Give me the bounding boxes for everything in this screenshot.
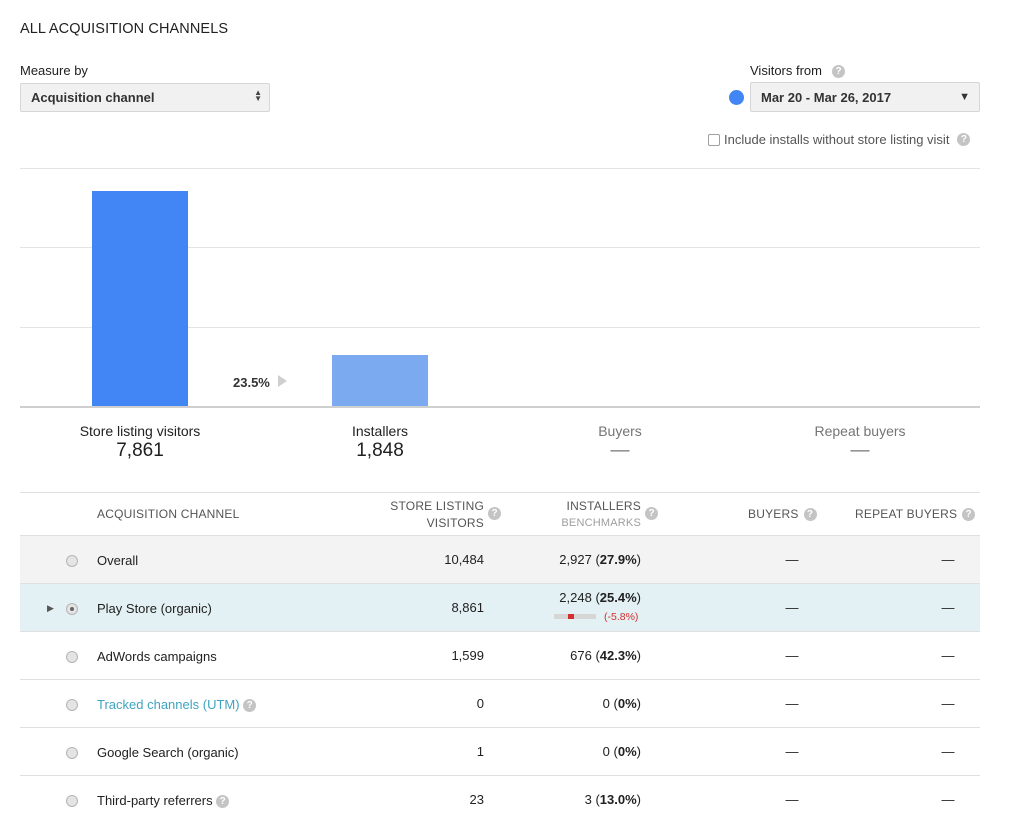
metric-store-listing-visitors: Store listing visitors 7,861 xyxy=(40,423,240,462)
help-icon[interactable]: ? xyxy=(216,795,230,809)
repeat-buyers-value: — xyxy=(941,792,955,807)
channel-cell: Tracked channels (UTM) ? xyxy=(97,697,257,713)
metric-installers: Installers 1,848 xyxy=(280,423,480,462)
table-row-overall[interactable]: Overall 10,484 2,927 (27.9%) — — xyxy=(20,535,980,583)
expand-arrow-icon[interactable]: ▶ xyxy=(47,603,54,613)
visitors-value: 8,861 xyxy=(451,600,484,615)
column-header-installers: INSTALLERS BENCHMARKS xyxy=(541,498,641,532)
dropdown-caret-icon: ▼ xyxy=(959,91,970,103)
visitors-value: 10,484 xyxy=(444,552,484,567)
chart-gridline xyxy=(20,327,980,328)
conversion-arrow-icon xyxy=(278,375,287,387)
channel-name: Third-party referrers xyxy=(97,793,213,808)
row-radio[interactable] xyxy=(66,603,78,615)
measure-by-value: Acquisition channel xyxy=(31,90,155,105)
table-row-third-party[interactable]: Third-party referrers ? 23 3 (13.0%) — — xyxy=(20,775,980,823)
table-row-google-search[interactable]: Google Search (organic) 1 0 (0%) — — xyxy=(20,727,980,775)
channel-name: Play Store (organic) xyxy=(97,601,212,616)
buyers-value: — xyxy=(785,600,799,615)
benchmark-range-bar xyxy=(554,614,596,619)
metric-value: — xyxy=(850,440,870,461)
channel-link[interactable]: AdWords campaigns xyxy=(97,649,217,664)
benchmark-marker xyxy=(568,614,574,619)
installers-value: 3 (13.0%) xyxy=(584,792,641,807)
repeat-buyers-value: — xyxy=(941,552,955,567)
metric-value: — xyxy=(610,440,630,461)
channel-link[interactable]: Tracked channels (UTM) xyxy=(97,697,240,712)
visitors-value: 1,599 xyxy=(451,648,484,663)
buyers-value: — xyxy=(785,648,799,663)
repeat-buyers-value: — xyxy=(941,744,955,759)
help-icon[interactable]: ? xyxy=(832,65,845,79)
conversion-rate-label: 23.5% xyxy=(233,375,270,390)
include-installs-option[interactable]: Include installs without store listing v… xyxy=(708,132,971,147)
help-icon[interactable]: ? xyxy=(962,508,976,522)
metric-label: Store listing visitors xyxy=(79,423,201,439)
bar-installers[interactable] xyxy=(332,355,428,406)
installers-value: 0 (0%) xyxy=(602,696,641,711)
table-row-adwords[interactable]: AdWords campaigns 1,599 676 (42.3%) — — xyxy=(20,631,980,679)
metric-label: Repeat buyers xyxy=(814,423,906,439)
buyers-value: — xyxy=(785,696,799,711)
row-radio[interactable] xyxy=(66,651,78,663)
installers-value: 0 (0%) xyxy=(602,744,641,759)
select-updown-icon: ▲ ▼ xyxy=(254,88,262,103)
measure-by-label: Measure by xyxy=(20,63,88,78)
visitors-value: 1 xyxy=(476,744,484,759)
metric-label: Buyers xyxy=(598,423,642,439)
installers-value: 2,248 (25.4%) xyxy=(559,590,641,605)
include-installs-label: Include installs without store listing v… xyxy=(724,132,950,147)
table-row-tracked-channels[interactable]: Tracked channels (UTM) ? 0 0 (0%) — — xyxy=(20,679,980,727)
buyers-value: — xyxy=(785,792,799,807)
chart-baseline xyxy=(20,406,980,408)
visitors-value: 23 xyxy=(469,792,484,807)
table-row-play-store[interactable]: ▶ Play Store (organic) 8,861 2,248 (25.4… xyxy=(20,583,980,631)
metric-value: 7,861 xyxy=(116,440,164,461)
column-header-buyers: BUYERS? xyxy=(748,507,817,522)
date-range-value: Mar 20 - Mar 26, 2017 xyxy=(761,90,892,105)
repeat-buyers-value: — xyxy=(941,696,955,711)
include-installs-checkbox[interactable] xyxy=(708,133,720,146)
metric-repeat-buyers: Repeat buyers — xyxy=(760,423,960,462)
buyers-value: — xyxy=(785,552,799,567)
bar-store-listing-visitors[interactable] xyxy=(92,191,188,406)
metric-buyers: Buyers — xyxy=(520,423,720,462)
metric-label: Installers xyxy=(351,423,409,439)
funnel-chart: 23.5% xyxy=(20,168,980,408)
row-radio[interactable] xyxy=(66,747,78,759)
visitors-value: 0 xyxy=(476,696,484,711)
column-header-repeat-buyers: REPEAT BUYERS? xyxy=(855,507,976,522)
row-radio[interactable] xyxy=(66,699,78,711)
visitors-from-label: Visitors from? xyxy=(750,63,845,79)
measure-by-select[interactable]: Acquisition channel ▲ ▼ xyxy=(20,83,270,112)
repeat-buyers-value: — xyxy=(941,600,955,615)
chart-gridline xyxy=(20,168,980,169)
repeat-buyers-value: — xyxy=(941,648,955,663)
help-icon[interactable]: ? xyxy=(957,133,971,146)
installers-value: 676 (42.3%) xyxy=(570,648,641,663)
help-icon[interactable]: ? xyxy=(645,507,658,520)
page-title: ALL ACQUISITION CHANNELS xyxy=(20,21,229,37)
row-radio[interactable] xyxy=(66,555,78,567)
channel-cell: Third-party referrers ? xyxy=(97,793,230,809)
help-icon[interactable]: ? xyxy=(243,699,257,713)
installers-value: 2,927 (27.9%) xyxy=(559,552,641,567)
benchmark-difference: (-5.8%) xyxy=(604,611,639,623)
column-header-visitors: STORE LISTING VISITORS xyxy=(390,499,484,530)
series-color-dot xyxy=(729,90,744,105)
help-icon[interactable]: ? xyxy=(488,507,501,520)
row-radio[interactable] xyxy=(66,795,78,807)
chart-gridline xyxy=(20,247,980,248)
metric-value: 1,848 xyxy=(356,440,404,461)
channel-link[interactable]: Google Search (organic) xyxy=(97,745,239,760)
column-header-channel: ACQUISITION CHANNEL xyxy=(97,507,240,521)
table-top-border xyxy=(20,492,980,493)
date-range-select[interactable]: Mar 20 - Mar 26, 2017 ▼ xyxy=(750,82,980,112)
benchmarks-label[interactable]: BENCHMARKS xyxy=(561,517,641,529)
help-icon[interactable]: ? xyxy=(803,508,817,522)
buyers-value: — xyxy=(785,744,799,759)
channel-name: Overall xyxy=(97,553,139,568)
